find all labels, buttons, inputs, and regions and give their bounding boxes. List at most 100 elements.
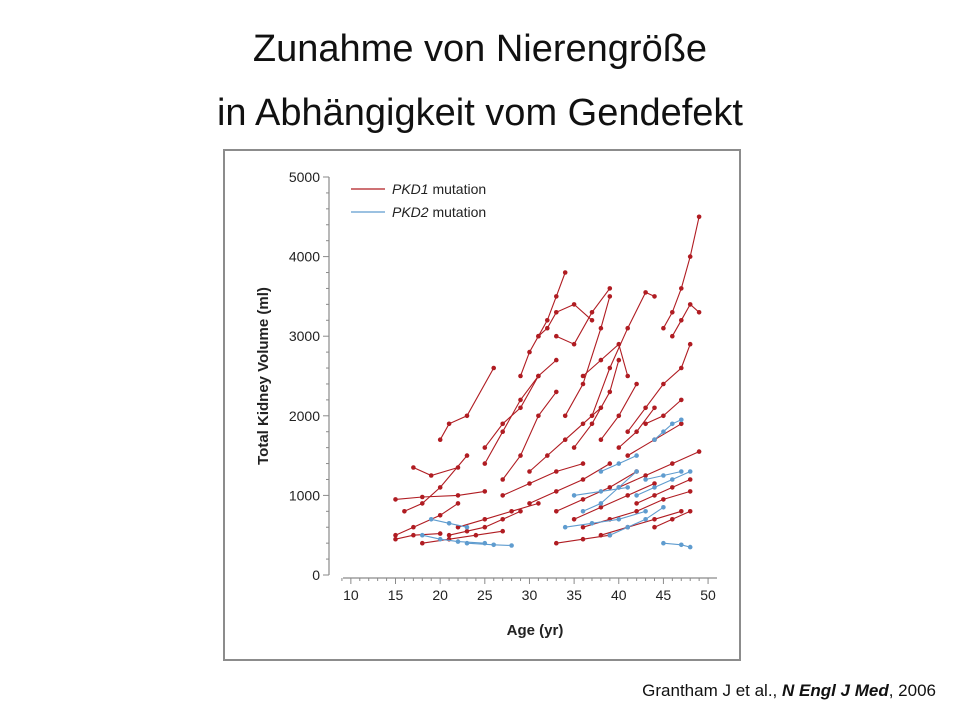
data-point bbox=[661, 429, 666, 435]
data-point bbox=[554, 389, 559, 395]
series-pkd1-2 bbox=[402, 453, 470, 514]
page-title-line-2: in Abhängigkeit vom Gendefekt bbox=[216, 92, 743, 134]
data-point bbox=[661, 505, 666, 510]
data-point bbox=[562, 437, 568, 443]
data-point bbox=[500, 421, 506, 427]
series-line bbox=[502, 463, 584, 496]
series-pkd1-25 bbox=[500, 461, 586, 498]
data-point bbox=[554, 489, 559, 494]
y-tick-label: 1000 bbox=[289, 487, 320, 503]
data-point bbox=[625, 453, 630, 458]
data-point bbox=[536, 413, 541, 419]
data-point bbox=[509, 509, 514, 514]
series-pkd1-19 bbox=[616, 405, 657, 450]
data-point bbox=[643, 517, 648, 522]
data-point bbox=[652, 437, 657, 443]
data-point bbox=[482, 524, 488, 530]
data-point bbox=[509, 543, 514, 548]
data-point bbox=[625, 485, 630, 490]
data-point bbox=[580, 381, 586, 387]
data-point bbox=[402, 509, 407, 514]
data-point bbox=[518, 509, 523, 514]
x-tick-label: 45 bbox=[656, 587, 672, 603]
series-pkd1-36 bbox=[634, 477, 693, 506]
data-point bbox=[634, 469, 639, 474]
series-line bbox=[573, 482, 655, 520]
data-point bbox=[571, 445, 577, 450]
data-point bbox=[598, 505, 604, 510]
series-line bbox=[466, 542, 512, 547]
data-point bbox=[616, 357, 622, 363]
data-point bbox=[643, 509, 648, 514]
series-pkd2-44 bbox=[607, 505, 666, 538]
series-line bbox=[636, 470, 691, 496]
series-pkd2-38 bbox=[420, 532, 488, 546]
data-point bbox=[464, 413, 470, 419]
series-line bbox=[609, 506, 664, 536]
data-point bbox=[554, 540, 559, 546]
data-point bbox=[393, 532, 398, 538]
data-point bbox=[393, 536, 398, 542]
series-pkd2-47 bbox=[661, 540, 693, 550]
data-point bbox=[580, 421, 586, 427]
series-pkd1-11 bbox=[518, 270, 568, 379]
data-point bbox=[616, 461, 622, 466]
data-point bbox=[580, 509, 586, 514]
data-point bbox=[652, 405, 657, 411]
data-point bbox=[420, 494, 425, 500]
data-point bbox=[562, 413, 568, 419]
series-pkd1-34 bbox=[455, 501, 541, 530]
data-point bbox=[634, 509, 639, 514]
data-point bbox=[679, 286, 684, 291]
series-pkd1-22 bbox=[670, 302, 702, 339]
data-point bbox=[420, 501, 425, 506]
data-point bbox=[598, 501, 604, 506]
data-point bbox=[643, 477, 648, 482]
data-point bbox=[554, 357, 559, 363]
data-point bbox=[437, 485, 443, 490]
data-point bbox=[687, 341, 693, 347]
data-point bbox=[679, 397, 684, 403]
data-point bbox=[607, 461, 613, 466]
series-pkd1-3 bbox=[437, 365, 497, 443]
data-point bbox=[428, 517, 434, 522]
data-point bbox=[679, 421, 684, 427]
data-point bbox=[625, 429, 630, 435]
data-point bbox=[554, 469, 559, 474]
series-line bbox=[618, 407, 655, 449]
data-point bbox=[420, 532, 425, 538]
data-point bbox=[661, 540, 666, 546]
y-tick-label: 3000 bbox=[289, 328, 320, 344]
series-pkd2-43 bbox=[598, 453, 639, 474]
series-pkd1-16 bbox=[580, 341, 630, 379]
series-line bbox=[448, 510, 521, 536]
data-point bbox=[527, 481, 532, 486]
data-point bbox=[393, 497, 398, 502]
data-point bbox=[580, 497, 586, 502]
data-point bbox=[625, 524, 630, 530]
x-tick-label: 20 bbox=[432, 587, 448, 603]
data-point bbox=[661, 325, 666, 331]
data-point bbox=[687, 302, 693, 307]
data-point bbox=[643, 473, 648, 478]
series-pkd2-41 bbox=[562, 509, 648, 530]
data-point bbox=[679, 509, 684, 514]
data-point bbox=[625, 325, 630, 331]
data-point bbox=[446, 532, 452, 538]
data-point bbox=[679, 542, 684, 548]
data-point bbox=[464, 453, 470, 458]
data-point bbox=[437, 536, 443, 542]
series-pkd1-20 bbox=[625, 341, 693, 435]
data-point bbox=[518, 373, 523, 379]
series-line bbox=[556, 288, 611, 345]
series-line bbox=[582, 471, 637, 512]
x-tick-label: 40 bbox=[611, 587, 627, 603]
data-point bbox=[411, 532, 416, 538]
x-axis-label: Age (yr) bbox=[507, 622, 564, 639]
series-pkd1-30 bbox=[598, 509, 684, 538]
series-line bbox=[565, 510, 646, 528]
data-point bbox=[455, 465, 461, 470]
data-point bbox=[571, 493, 577, 498]
data-point bbox=[607, 389, 613, 395]
data-point bbox=[598, 325, 604, 331]
